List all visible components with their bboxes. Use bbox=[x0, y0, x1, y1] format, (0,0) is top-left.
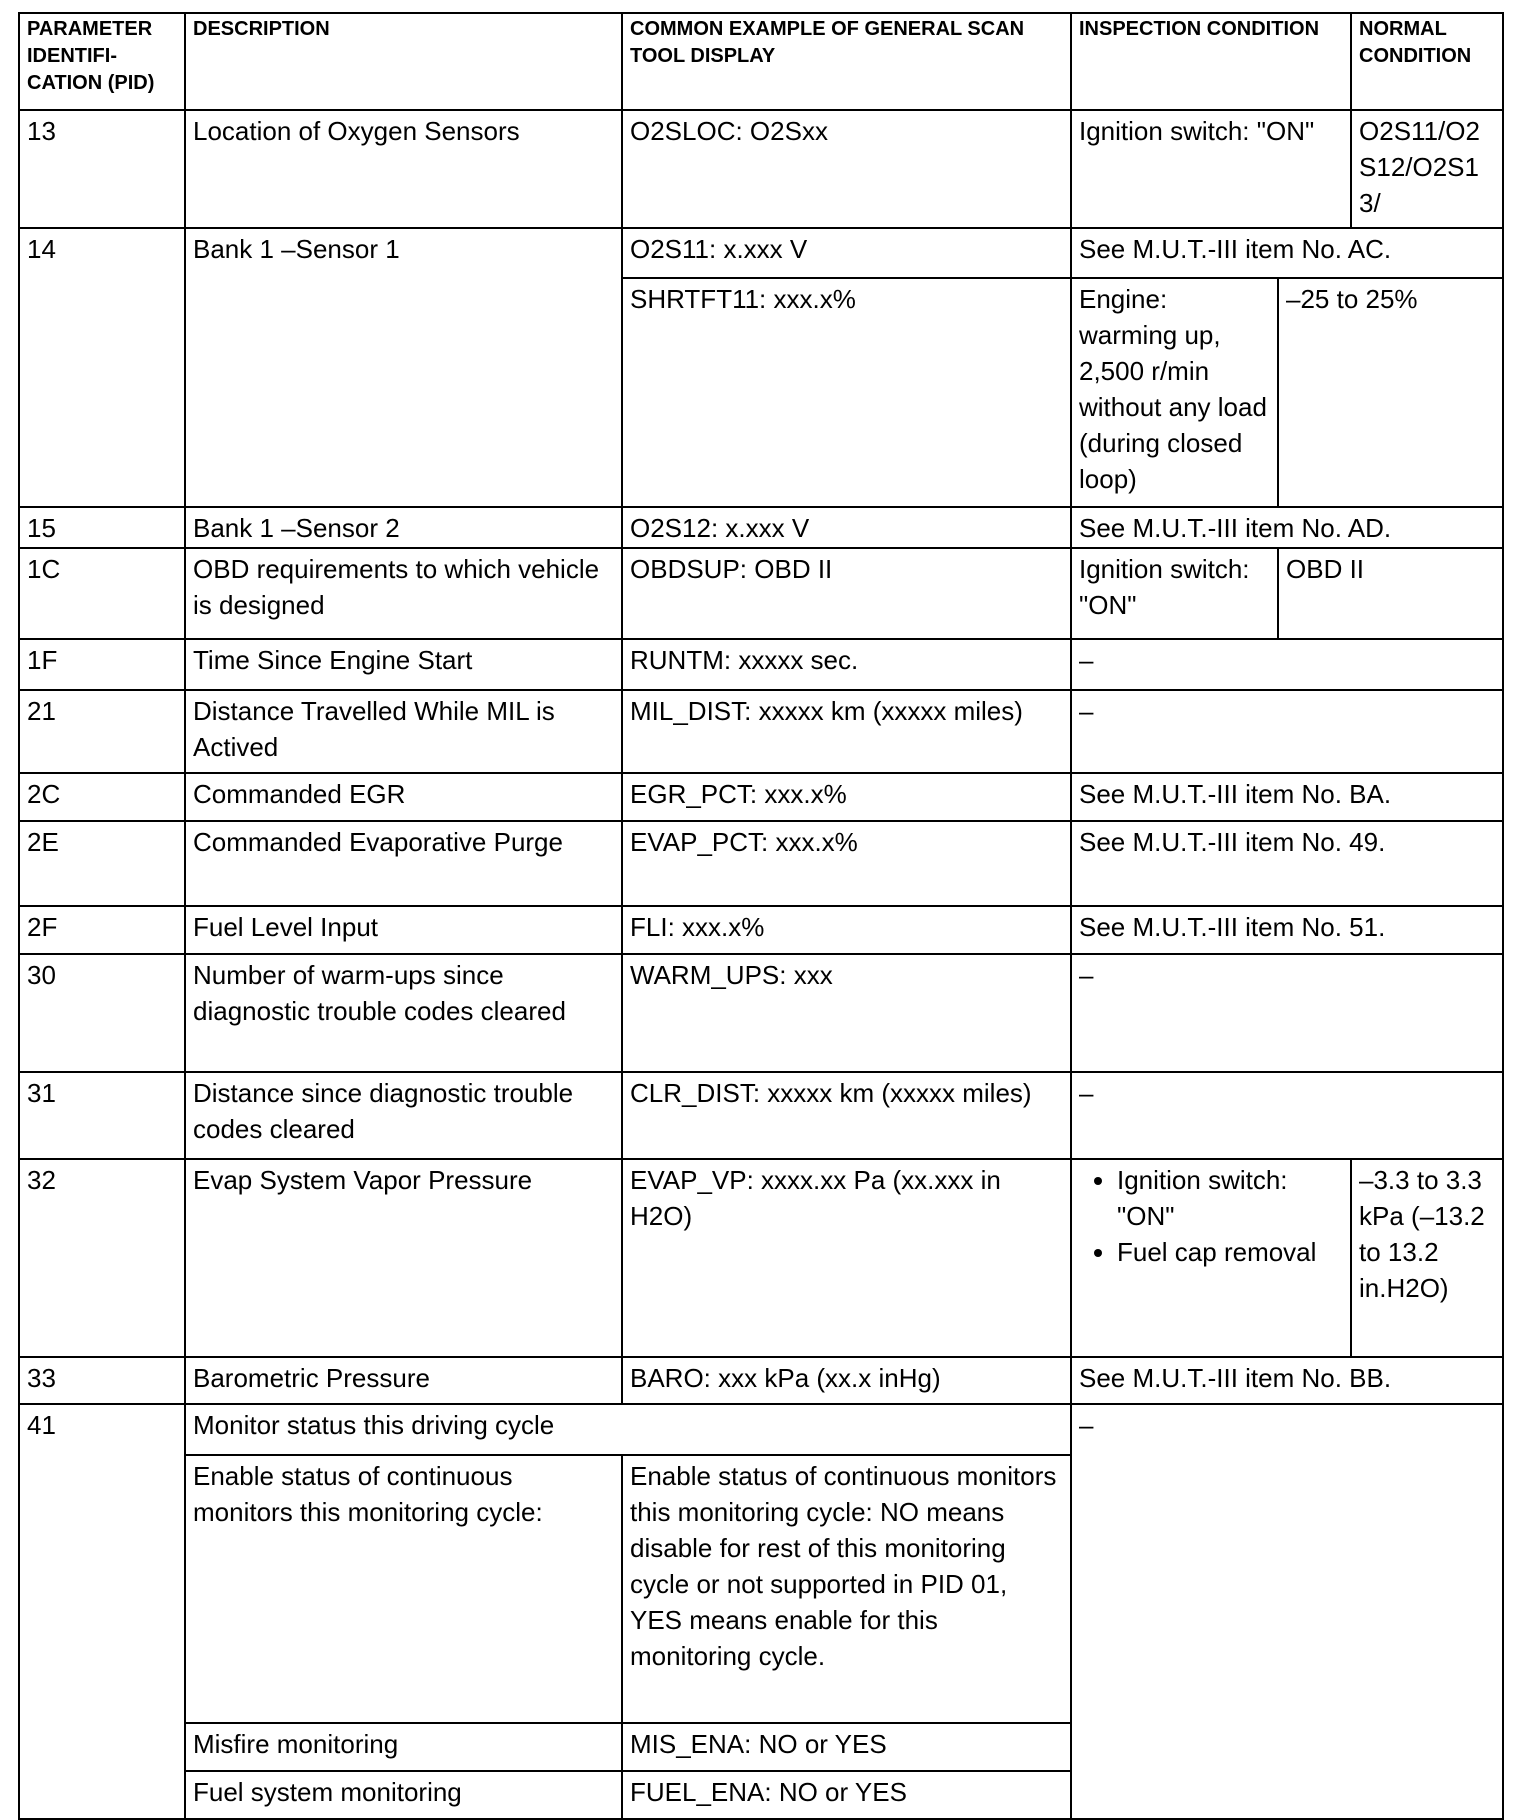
pid-cell: 1C bbox=[18, 547, 186, 640]
description-cell: OBD requirements to which vehicle is des… bbox=[184, 547, 623, 640]
display-cell: MIS_ENA: NO or YES bbox=[621, 1722, 1072, 1772]
condition-cell: – bbox=[1069, 953, 1505, 1073]
description-cell: Distance since diagnostic trouble codes … bbox=[184, 1071, 623, 1160]
display-cell: MIL_DIST: xxxxx km (xxxxx miles) bbox=[621, 689, 1072, 774]
display-cell: Enable status of continuous monitors thi… bbox=[621, 1454, 1072, 1724]
description-cell: Fuel system monitoring bbox=[184, 1770, 623, 1820]
description-cell: Commanded Evaporative Purge bbox=[184, 820, 623, 907]
display-cell: WARM_UPS: xxx bbox=[621, 953, 1072, 1073]
pid-table: PARAMETER IDENTIFI-CATION (PID) DESCRIPT… bbox=[18, 12, 1505, 1820]
description-cell: Barometric Pressure bbox=[184, 1356, 623, 1405]
description-cell: Bank 1 –Sensor 2 bbox=[184, 506, 623, 549]
table-row: 30 Number of warm-ups since diagnostic t… bbox=[18, 953, 1505, 1073]
header-description: DESCRIPTION bbox=[184, 12, 623, 111]
condition-cell: See M.U.T.-III item No. BB. bbox=[1069, 1356, 1505, 1405]
description-cell: Number of warm-ups since diagnostic trou… bbox=[184, 953, 623, 1073]
inspection-cell: Ignition switch: "ON" bbox=[1069, 109, 1353, 229]
display-cell: FLI: xxx.x% bbox=[621, 905, 1072, 955]
pid-cell: 2E bbox=[18, 820, 186, 907]
description-cell: Fuel Level Input bbox=[184, 905, 623, 955]
display-cell: CLR_DIST: xxxxx km (xxxxx miles) bbox=[621, 1071, 1072, 1160]
description-cell: Misfire monitoring bbox=[184, 1722, 623, 1772]
table-row: Misfire monitoring MIS_ENA: NO or YES bbox=[19, 1722, 1503, 1772]
pid-cell: 14 bbox=[18, 227, 186, 508]
pid-cell: 1F bbox=[18, 638, 186, 691]
table-row: SHRTFT11: xxx.x% Engine: warming up, 2,5… bbox=[19, 277, 1505, 508]
pid-cell: 30 bbox=[18, 953, 186, 1073]
table-row: Enable status of continuous monitors thi… bbox=[19, 1454, 1503, 1724]
table-row: 21 Distance Travelled While MIL is Activ… bbox=[18, 689, 1505, 774]
table-row: 41 Monitor status this driving cycle – bbox=[18, 1403, 1505, 1820]
description-cell: Enable status of continuous monitors thi… bbox=[184, 1454, 623, 1724]
display-cell: RUNTM: xxxxx sec. bbox=[621, 638, 1072, 691]
display-cell: OBDSUP: OBD II bbox=[621, 547, 1072, 640]
display-cell: O2S11: x.xxx V bbox=[621, 227, 1072, 279]
header-pid: PARAMETER IDENTIFI-CATION (PID) bbox=[18, 12, 186, 111]
description-cell: Distance Travelled While MIL is Actived bbox=[184, 689, 623, 774]
description-cell: Evap System Vapor Pressure bbox=[184, 1158, 623, 1358]
display-cell: EVAP_PCT: xxx.x% bbox=[621, 820, 1072, 907]
description-cell: Bank 1 –Sensor 1 bbox=[184, 227, 623, 508]
pid-cell: 15 bbox=[18, 506, 186, 549]
normal-cell: –25 to 25% bbox=[1276, 277, 1505, 508]
header-normal: NORMAL CONDITION bbox=[1350, 12, 1505, 111]
display-cell: BARO: xxx kPa (xx.x inHg) bbox=[621, 1356, 1072, 1405]
inspection-cell: Ignition switch: "ON" bbox=[1070, 547, 1279, 640]
table-row: 2C Commanded EGR EGR_PCT: xxx.x% See M.U… bbox=[18, 772, 1505, 822]
table-row: 31 Distance since diagnostic trouble cod… bbox=[18, 1071, 1505, 1160]
condition-cell: See M.U.T.-III item No. BA. bbox=[1069, 772, 1505, 822]
pid-cell: 41 bbox=[18, 1403, 186, 1820]
description-cell: Commanded EGR bbox=[184, 772, 623, 822]
display-cell: SHRTFT11: xxx.x% bbox=[621, 277, 1072, 508]
table-row: 14 Bank 1 –Sensor 1 O2S11: x.xxx V See M… bbox=[18, 227, 1505, 508]
inspection-cell: Ignition switch: "ON" Fuel cap removal bbox=[1069, 1158, 1353, 1358]
display-cell: O2SLOC: O2Sxx bbox=[621, 109, 1072, 229]
condition-cell: – bbox=[1069, 638, 1505, 691]
header-display: COMMON EXAMPLE OF GENERAL SCAN TOOL DISP… bbox=[621, 12, 1072, 111]
condition-cell: See M.U.T.-III item No. AD. bbox=[1069, 506, 1505, 549]
table-row: 1F Time Since Engine Start RUNTM: xxxxx … bbox=[18, 638, 1505, 691]
pid-cell: 2F bbox=[18, 905, 186, 955]
condition-cell: – bbox=[1069, 689, 1505, 774]
condition-cell: – bbox=[1069, 1071, 1505, 1160]
condition-cell: – bbox=[1069, 1403, 1505, 1820]
description-cell: Time Since Engine Start bbox=[184, 638, 623, 691]
inspection-cell: Engine: warming up, 2,500 r/min without … bbox=[1070, 277, 1279, 508]
inspection-item: Ignition switch: "ON" bbox=[1117, 1162, 1344, 1234]
normal-cell: –3.3 to 3.3 kPa (–13.2 to 13.2 in.H2O) bbox=[1350, 1158, 1505, 1358]
table-row: Fuel system monitoring FUEL_ENA: NO or Y… bbox=[19, 1770, 1503, 1820]
condition-cell: See M.U.T.-III item No. AC. bbox=[1069, 227, 1505, 279]
header-inspection: INSPECTION CONDITION bbox=[1069, 12, 1353, 111]
pid-cell: 2C bbox=[18, 772, 186, 822]
normal-cell: OBD II bbox=[1276, 547, 1505, 640]
table-row: 1C OBD requirements to which vehicle is … bbox=[18, 547, 1505, 640]
inspection-list: Ignition switch: "ON" Fuel cap removal bbox=[1079, 1162, 1344, 1270]
condition-cell: See M.U.T.-III item No. 49. bbox=[1069, 820, 1505, 907]
condition-cell: See M.U.T.-III item No. 51. bbox=[1069, 905, 1505, 955]
display-cell: EGR_PCT: xxx.x% bbox=[621, 772, 1072, 822]
table-row: 13 Location of Oxygen Sensors O2SLOC: O2… bbox=[18, 109, 1505, 229]
inspection-item: Fuel cap removal bbox=[1117, 1234, 1344, 1270]
pid-cell: 33 bbox=[18, 1356, 186, 1405]
table-row: 33 Barometric Pressure BARO: xxx kPa (xx… bbox=[18, 1356, 1505, 1405]
normal-cell: O2S11/O2S12/O2S13/ bbox=[1350, 109, 1505, 229]
table-row: 2F Fuel Level Input FLI: xxx.x% See M.U.… bbox=[18, 905, 1505, 955]
table-row: 15 Bank 1 –Sensor 2 O2S12: x.xxx V See M… bbox=[18, 506, 1505, 549]
heading-cell: Monitor status this driving cycle bbox=[184, 1403, 1072, 1456]
table-row: 2E Commanded Evaporative Purge EVAP_PCT:… bbox=[18, 820, 1505, 907]
pid-cell: 32 bbox=[18, 1158, 186, 1358]
pid-cell: 21 bbox=[18, 689, 186, 774]
pid-cell: 13 bbox=[18, 109, 186, 229]
display-cell: FUEL_ENA: NO or YES bbox=[621, 1770, 1072, 1820]
header-row: PARAMETER IDENTIFI-CATION (PID) DESCRIPT… bbox=[18, 12, 1505, 111]
display-cell: EVAP_VP: xxxx.xx Pa (xx.xxx in H2O) bbox=[621, 1158, 1072, 1358]
pid-cell: 31 bbox=[18, 1071, 186, 1160]
table-row: 32 Evap System Vapor Pressure EVAP_VP: x… bbox=[18, 1158, 1505, 1358]
display-cell: O2S12: x.xxx V bbox=[621, 506, 1072, 549]
description-cell: Location of Oxygen Sensors bbox=[184, 109, 623, 229]
